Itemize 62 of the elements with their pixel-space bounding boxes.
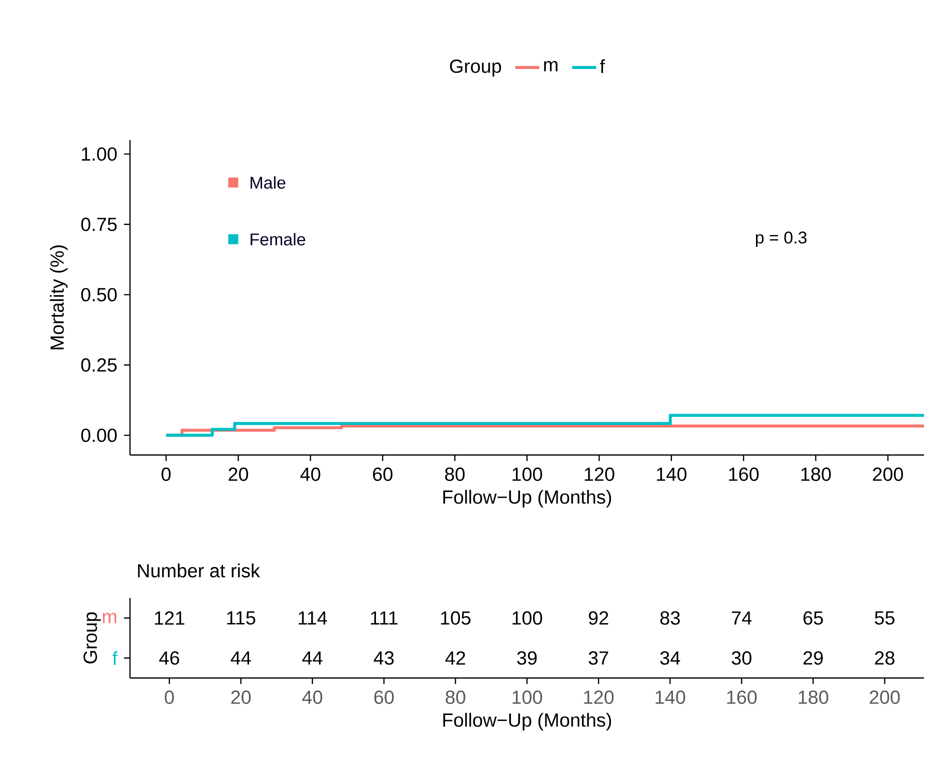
- y-tick-label: 0.00: [81, 428, 117, 442]
- data-label: 29: [804, 651, 823, 665]
- data-label: 55: [874, 611, 894, 625]
- data-label: 37: [588, 651, 608, 665]
- legend-label: m: [544, 61, 558, 72]
- x-tick-label: 140: [656, 690, 686, 704]
- chart-title: Number at risk: [138, 564, 260, 578]
- annotation: Male: [250, 176, 286, 189]
- data-label: 44: [302, 651, 322, 665]
- x-tick-label: 100: [512, 468, 542, 481]
- x-tick-label: 120: [584, 468, 614, 481]
- annotation: Female: [250, 232, 306, 246]
- x-tick-label: 120: [584, 690, 614, 704]
- data-label: 42: [445, 651, 466, 665]
- data-label: 65: [804, 611, 823, 625]
- x-tick-label: 200: [870, 690, 900, 704]
- x-tick-label: 60: [374, 690, 394, 704]
- x-tick-label: 80: [446, 690, 466, 704]
- data-label: 105: [441, 611, 471, 625]
- data-label: 111: [370, 611, 398, 625]
- x-tick-label: 40: [302, 690, 322, 704]
- legend-title: Group: [450, 59, 502, 77]
- data-label: 44: [230, 651, 251, 665]
- y-tick-label: 0.50: [81, 288, 117, 302]
- x-tick-label: 200: [873, 468, 904, 481]
- y-tick-label: 1.00: [82, 147, 117, 161]
- x-tick-label: 40: [300, 468, 320, 481]
- x-tick-label: 80: [445, 468, 465, 481]
- x-tick-label: 60: [373, 468, 392, 481]
- x-tick-label: 0: [164, 690, 174, 704]
- x-tick-label: 100: [512, 690, 542, 704]
- x-tick-label: 160: [727, 690, 757, 704]
- annotation: p = 0.3: [756, 232, 807, 247]
- x-tick-label: 180: [801, 468, 831, 481]
- x-tick-label: 20: [231, 690, 251, 704]
- y-tick-label: f: [112, 651, 118, 665]
- y-axis-title: Mortality (%): [50, 245, 68, 350]
- data-label: 121: [154, 611, 184, 625]
- data-label: 100: [512, 611, 542, 625]
- data-label: 46: [159, 651, 180, 665]
- y-axis-title: Group: [84, 612, 101, 664]
- x-tick-label: 0: [162, 468, 171, 481]
- x-axis-title: Follow−Up (Months): [443, 712, 612, 731]
- data-label: 28: [875, 651, 894, 665]
- y-tick-label: 0.75: [81, 218, 117, 232]
- data-label: 115: [227, 611, 256, 625]
- x-axis-title: Follow−Up (Months): [443, 490, 612, 508]
- y-tick-label: m: [102, 612, 116, 624]
- x-tick-label: 20: [228, 468, 248, 481]
- legend-label: f: [600, 59, 605, 73]
- y-tick-label: 0.25: [81, 358, 117, 372]
- data-label: 92: [588, 611, 608, 625]
- data-label: 39: [517, 651, 537, 665]
- data-label: 43: [374, 651, 394, 665]
- data-label: 114: [298, 611, 327, 625]
- data-label: 83: [660, 611, 680, 625]
- x-tick-label: 180: [798, 690, 828, 704]
- data-label: 74: [732, 611, 752, 625]
- data-label: 30: [732, 651, 752, 665]
- data-label: 34: [660, 651, 680, 665]
- x-tick-label: 160: [729, 468, 759, 481]
- x-tick-label: 140: [656, 468, 686, 481]
